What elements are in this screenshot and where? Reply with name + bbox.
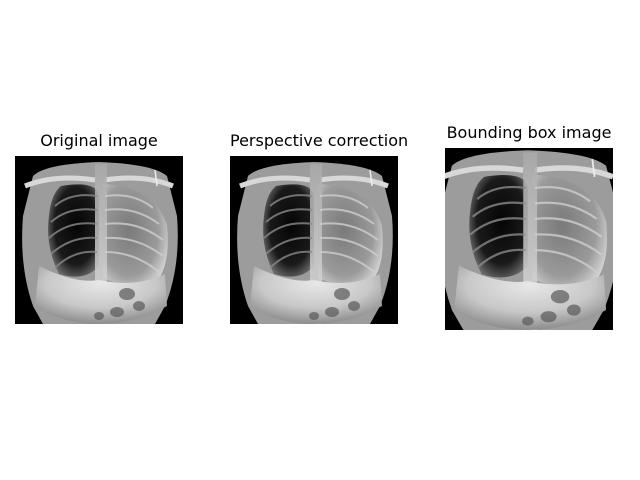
panel-title: Bounding box image bbox=[446, 123, 612, 142]
panel-original: Original image bbox=[15, 130, 183, 324]
panel-bounding-box: Bounding box image bbox=[445, 122, 613, 331]
chest-xray-bounding-box-image bbox=[445, 148, 613, 330]
panel-title: Perspective correction bbox=[230, 131, 409, 150]
panel-title: Original image bbox=[40, 131, 158, 150]
chest-xray-perspective-corrected-image bbox=[230, 156, 398, 324]
panel-perspective-correction: Perspective correction bbox=[230, 130, 409, 324]
chest-xray-original-image bbox=[15, 156, 183, 324]
